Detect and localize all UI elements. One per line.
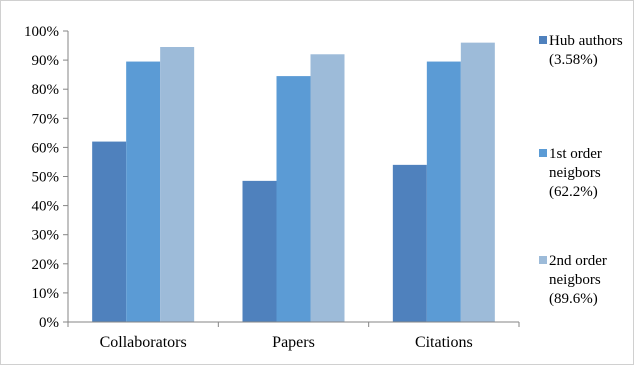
y-tick-label: 70%	[32, 111, 60, 127]
y-tick-label: 30%	[32, 228, 60, 244]
y-tick-label: 100%	[24, 24, 59, 40]
y-tick-label: 40%	[32, 199, 60, 215]
legend-label-2: 1st order	[549, 146, 602, 162]
legend-label-1: (3.58%)	[549, 52, 598, 68]
bar-papers-series-1	[242, 180, 277, 322]
bars	[92, 42, 495, 323]
legend-label-3: (89.6%)	[549, 291, 598, 307]
legend-label-2: (62.2%)	[549, 184, 598, 200]
bar-papers-series-2	[276, 76, 311, 322]
y-tick-label: 50%	[32, 170, 60, 186]
bar-collaborators-series-1	[92, 141, 127, 322]
legend-swatch-2	[539, 149, 547, 157]
bar-citations-series-1	[392, 164, 427, 322]
legend: Hub authors (3.58%) 1st order neigbors (62.2…	[539, 33, 623, 307]
legend-label-3: neigbors	[549, 272, 601, 288]
y-axis: 0% 10% 20% 30% 40% 50% 60% 70% 80% 90% 100%	[24, 24, 69, 331]
bar-papers-series-3	[310, 54, 345, 322]
legend-label-1: Hub authors	[549, 33, 623, 49]
y-tick-label: 60%	[32, 140, 60, 156]
y-tick-label: 10%	[32, 286, 60, 302]
y-tick-label: 80%	[32, 82, 60, 98]
y-tick-label: 90%	[32, 53, 60, 69]
x-category-label: Papers	[272, 334, 315, 351]
y-tick-label: 20%	[32, 257, 60, 273]
legend-swatch-3	[539, 256, 547, 264]
bar-collaborators-series-2	[126, 61, 161, 323]
bar-citations-series-2	[426, 61, 461, 323]
x-axis: Collaborators Papers Citations	[67, 321, 520, 351]
x-category-label: Collaborators	[100, 334, 187, 351]
legend-label-3: 2nd order	[549, 253, 607, 269]
bar-collaborators-series-3	[160, 47, 195, 322]
x-category-label: Citations	[415, 334, 473, 351]
legend-label-2: neigbors	[549, 165, 601, 181]
y-tick-label: 0%	[39, 315, 59, 331]
bar-citations-series-3	[460, 42, 495, 322]
legend-swatch-1	[539, 36, 547, 44]
